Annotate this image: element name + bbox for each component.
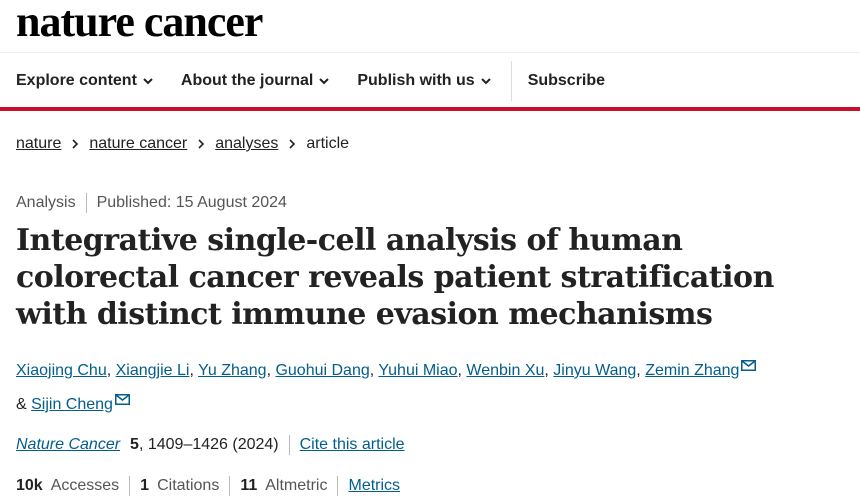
article-type: Analysis	[16, 194, 76, 211]
chevron-right-icon	[72, 139, 79, 149]
author-link[interactable]: Xiangjie Li	[115, 362, 190, 379]
nav-explore-label: Explore content	[16, 72, 137, 89]
email-icon[interactable]	[741, 360, 757, 371]
nav-publish-label: Publish with us	[357, 72, 475, 89]
brand-accent-bar	[0, 107, 860, 111]
nav-about-journal[interactable]: About the journal	[180, 72, 330, 90]
nav-subscribe[interactable]: Subscribe	[528, 72, 605, 90]
author-link[interactable]: Guohui Dang	[275, 362, 370, 379]
published-date: Published: 15 August 2024	[96, 194, 287, 211]
chevron-down-icon	[143, 78, 153, 85]
breadcrumb-current: article	[306, 135, 350, 152]
citations-count: 1	[140, 477, 150, 494]
article-meta: Analysis Published: 15 August 2024	[16, 193, 287, 213]
metrics-divider	[229, 476, 231, 496]
chevron-right-icon	[289, 139, 296, 149]
author-list: Xiaojing Chu, Xiangjie Li, Yu Zhang, Guo…	[16, 354, 846, 422]
chevron-down-icon	[480, 78, 491, 85]
meta-divider	[85, 193, 87, 213]
author-link[interactable]: Jinyu Wang	[553, 362, 637, 379]
breadcrumb-nature[interactable]: nature	[16, 135, 62, 152]
nav-about-label: About the journal	[180, 72, 314, 89]
accesses-label: Accesses	[50, 477, 120, 494]
email-icon[interactable]	[114, 394, 130, 405]
author-link[interactable]: Yuhui Miao	[378, 362, 458, 379]
journal-link[interactable]: Nature Cancer	[16, 436, 121, 453]
nav-subscribe-label: Subscribe	[527, 72, 606, 89]
metrics-divider	[129, 476, 131, 496]
citation-divider	[288, 435, 290, 455]
citation-line: Nature Cancer 5 , 1409–1426 (2024) Cite …	[16, 435, 405, 455]
accesses-count: 10k	[16, 477, 43, 494]
breadcrumb-analyses[interactable]: analyses	[215, 135, 279, 152]
author-link[interactable]: Wenbin Xu	[466, 362, 545, 379]
nav-explore-content[interactable]: Explore content	[16, 72, 153, 90]
nav-publish-with-us[interactable]: Publish with us	[357, 72, 491, 90]
breadcrumb-nature-cancer[interactable]: nature cancer	[89, 135, 188, 152]
cite-this-article-link[interactable]: Cite this article	[299, 436, 405, 453]
altmetric-label: Altmetric	[265, 477, 328, 494]
breadcrumb: nature nature cancer analyses article	[16, 135, 349, 153]
article-metrics: 10k Accesses 1 Citations 11 Altmetric Me…	[16, 476, 400, 496]
author-link[interactable]: Xiaojing Chu	[16, 362, 107, 379]
chevron-right-icon	[198, 139, 205, 149]
chevron-down-icon	[319, 78, 330, 85]
author-link[interactable]: Yu Zhang	[198, 362, 267, 379]
author-link[interactable]: Zemin Zhang	[645, 362, 740, 379]
journal-pages-year: , 1409–1426 (2024)	[138, 436, 279, 453]
altmetric-score: 11	[240, 477, 258, 494]
article-title: Integrative single-cell analysis of huma…	[16, 223, 774, 332]
citations-label: Citations	[157, 477, 220, 494]
metrics-link[interactable]: Metrics	[348, 477, 401, 494]
site-logo[interactable]: nature cancer	[16, 0, 263, 46]
journal-volume: 5	[130, 436, 139, 453]
nav-divider	[510, 61, 512, 101]
metrics-divider	[337, 476, 339, 496]
author-amp: &	[16, 396, 27, 413]
author-link[interactable]: Sijin Cheng	[31, 396, 113, 413]
main-nav: Explore content About the journal Publis…	[0, 52, 860, 109]
